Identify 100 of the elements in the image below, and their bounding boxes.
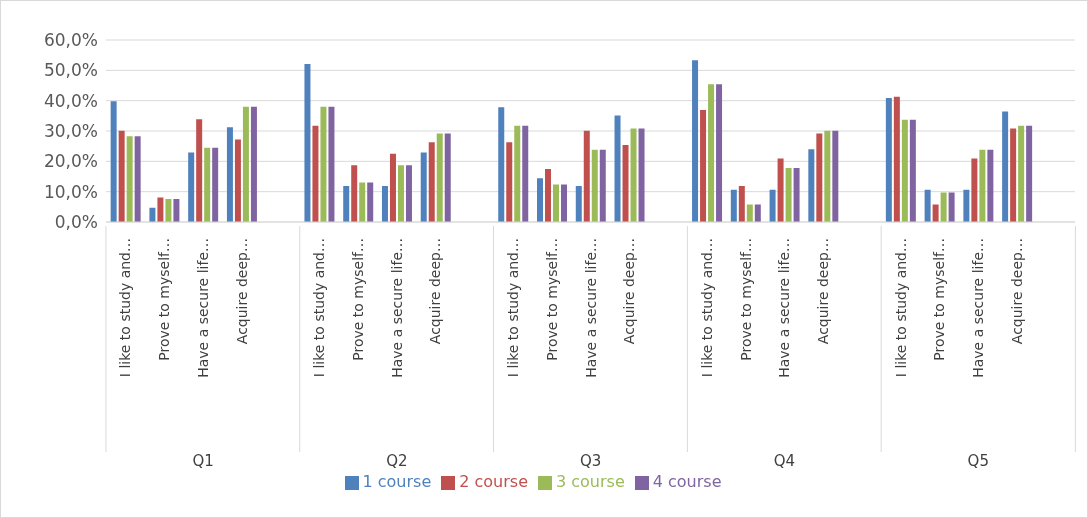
bar	[901, 119, 908, 222]
x-tick-label: I like to study and…	[504, 238, 521, 378]
bar	[545, 168, 552, 222]
bar	[506, 142, 513, 222]
bar	[157, 197, 164, 222]
bar	[304, 63, 311, 222]
x-tick-label: Acquire deep…	[621, 238, 638, 345]
legend-label: 4 course	[652, 472, 722, 491]
bar	[498, 107, 505, 222]
bar	[173, 198, 180, 222]
x-tick-label: Acquire deep…	[233, 238, 250, 345]
bar	[312, 125, 319, 222]
bar	[165, 198, 172, 222]
text: Q2	[386, 452, 408, 470]
bar	[359, 182, 366, 222]
bar	[614, 115, 621, 222]
legend-label: 3 course	[556, 472, 625, 491]
bar	[1026, 125, 1033, 222]
bar	[885, 97, 892, 222]
bar	[444, 133, 451, 222]
x-tick-label: Have a secure life…	[970, 238, 987, 378]
y-tick-label: 30,0%	[43, 121, 98, 142]
x-tick-label: Acquire deep…	[1008, 238, 1025, 345]
bar	[932, 204, 939, 222]
bar	[754, 204, 761, 222]
bar	[320, 106, 327, 222]
bar	[149, 207, 156, 222]
x-tick-label: Prove to myself…	[543, 238, 560, 361]
bar	[234, 139, 241, 222]
bar	[561, 184, 568, 222]
bar	[1010, 128, 1017, 222]
bar	[428, 142, 435, 222]
bar	[816, 133, 823, 222]
bar	[630, 128, 637, 222]
x-tick-label: Have a secure life…	[194, 238, 211, 378]
bar	[940, 192, 947, 222]
bar	[909, 119, 916, 222]
y-tick-label: 0,0%	[54, 212, 98, 233]
bar	[793, 168, 800, 222]
bar	[769, 189, 776, 222]
x-tick-label: Prove to myself…	[737, 238, 754, 361]
text: Q1	[192, 452, 214, 470]
bar	[250, 106, 257, 222]
text: Q5	[967, 452, 989, 470]
bar	[381, 185, 388, 222]
y-tick-label: 40,0%	[43, 90, 98, 111]
bar	[343, 185, 350, 222]
bar	[583, 130, 590, 222]
x-tick-label: Have a secure life…	[582, 238, 599, 378]
bar	[1002, 111, 1009, 222]
x-tick-label: I like to study and…	[698, 238, 715, 378]
bar	[638, 128, 645, 222]
x-tick-label: Prove to myself…	[156, 238, 173, 361]
x-tick-label: Acquire deep…	[815, 238, 832, 345]
bar	[242, 106, 249, 222]
y-tick-label: 60,0%	[43, 30, 98, 51]
bar	[963, 189, 970, 222]
x-tick-label: Prove to myself…	[349, 238, 366, 361]
bar	[389, 153, 396, 222]
bar	[110, 101, 117, 222]
bar	[575, 185, 582, 222]
legend-label: 1 course	[362, 472, 432, 491]
bar	[832, 130, 839, 222]
x-tick-label: Acquire deep…	[427, 238, 444, 345]
bar	[979, 149, 986, 222]
bar	[730, 189, 737, 222]
bar	[118, 130, 125, 222]
bar	[808, 149, 815, 222]
x-tick-label: I like to study and…	[892, 238, 909, 378]
bar	[436, 133, 443, 222]
bar	[599, 149, 606, 222]
bar	[692, 60, 699, 222]
bar	[328, 106, 335, 222]
bar	[746, 204, 753, 222]
bar	[212, 147, 219, 222]
bar	[196, 119, 203, 222]
bar	[622, 144, 629, 222]
bar	[537, 178, 544, 222]
bar	[948, 192, 955, 222]
text: Q4	[773, 452, 796, 470]
x-tick-label: Have a secure life…	[776, 238, 793, 378]
bar	[204, 147, 211, 222]
x-tick-label: I like to study and…	[311, 238, 328, 378]
bar	[367, 182, 374, 222]
bar	[987, 149, 994, 222]
x-tick-label: Prove to myself…	[931, 238, 948, 361]
bar	[351, 165, 358, 222]
bar	[514, 125, 521, 222]
text: Q3	[579, 452, 602, 470]
bar	[700, 110, 707, 222]
bar	[738, 185, 745, 222]
bar	[420, 152, 427, 222]
bar	[716, 84, 723, 222]
bar	[777, 158, 784, 222]
x-tick-label: I like to study and…	[117, 238, 134, 378]
bar	[405, 165, 412, 222]
bar	[134, 136, 141, 222]
bar	[553, 184, 560, 222]
bar	[893, 96, 900, 222]
y-tick-label: 10,0%	[43, 181, 98, 202]
